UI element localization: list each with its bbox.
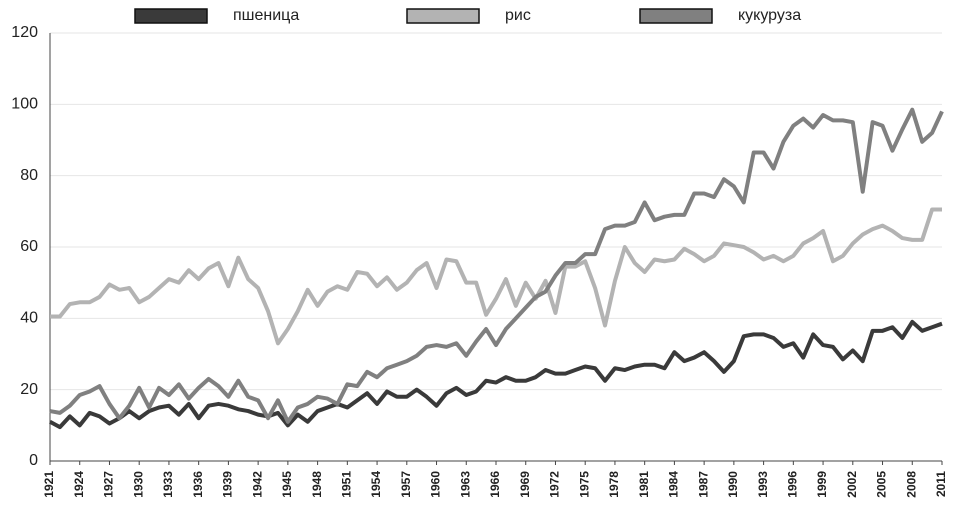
y-tick-label: 60 [20, 238, 38, 255]
x-tick-label: 2005 [875, 471, 889, 498]
y-tick-label: 80 [20, 167, 38, 184]
x-tick-label: 1972 [548, 471, 562, 498]
x-tick-label: 1969 [518, 471, 532, 498]
x-tick-label: 2002 [845, 471, 859, 498]
x-tick-label: 1921 [42, 471, 56, 498]
x-tick-label: 1999 [815, 471, 829, 498]
x-tick-label: 1996 [786, 471, 800, 498]
x-tick-label: 1960 [429, 471, 443, 498]
legend-label: кукуруза [738, 7, 801, 24]
x-tick-label: 1930 [131, 471, 145, 498]
y-tick-label: 100 [11, 96, 38, 113]
x-tick-label: 1987 [696, 471, 710, 498]
x-tick-label: 1942 [250, 471, 264, 498]
x-tick-label: 1954 [369, 471, 383, 498]
x-tick-label: 1990 [726, 471, 740, 498]
y-tick-label: 40 [20, 310, 38, 327]
x-tick-label: 1951 [340, 471, 354, 498]
x-tick-label: 1978 [607, 471, 621, 498]
legend-label: рис [505, 7, 531, 24]
x-tick-label: 1963 [458, 471, 472, 498]
x-tick-label: 1957 [399, 471, 413, 498]
x-tick-label: 1927 [102, 471, 116, 498]
x-tick-label: 1993 [756, 471, 770, 498]
x-tick-label: 2008 [904, 471, 918, 498]
x-tick-label: 2011 [934, 471, 948, 497]
legend-swatch [639, 8, 713, 24]
series-line [50, 207, 942, 346]
x-tick-label: 1948 [310, 471, 324, 498]
x-tick-label: 1984 [667, 471, 681, 498]
y-tick-label: 120 [11, 24, 38, 41]
legend-swatch [134, 8, 208, 24]
series-line [49, 107, 944, 424]
x-tick-label: 1939 [221, 471, 235, 498]
y-tick-label: 0 [29, 452, 38, 469]
legend-label: пшеница [233, 7, 299, 24]
x-tick-label: 1924 [72, 471, 86, 498]
x-tick-label: 1981 [637, 471, 651, 498]
x-tick-label: 1975 [577, 471, 591, 498]
x-tick-label: 1936 [191, 471, 205, 498]
legend-swatch [406, 8, 480, 24]
series-line [49, 319, 943, 430]
x-tick-label: 1945 [280, 471, 294, 498]
x-tick-label: 1933 [161, 471, 175, 498]
y-tick-label: 20 [20, 381, 38, 398]
x-tick-label: 1966 [488, 471, 502, 498]
